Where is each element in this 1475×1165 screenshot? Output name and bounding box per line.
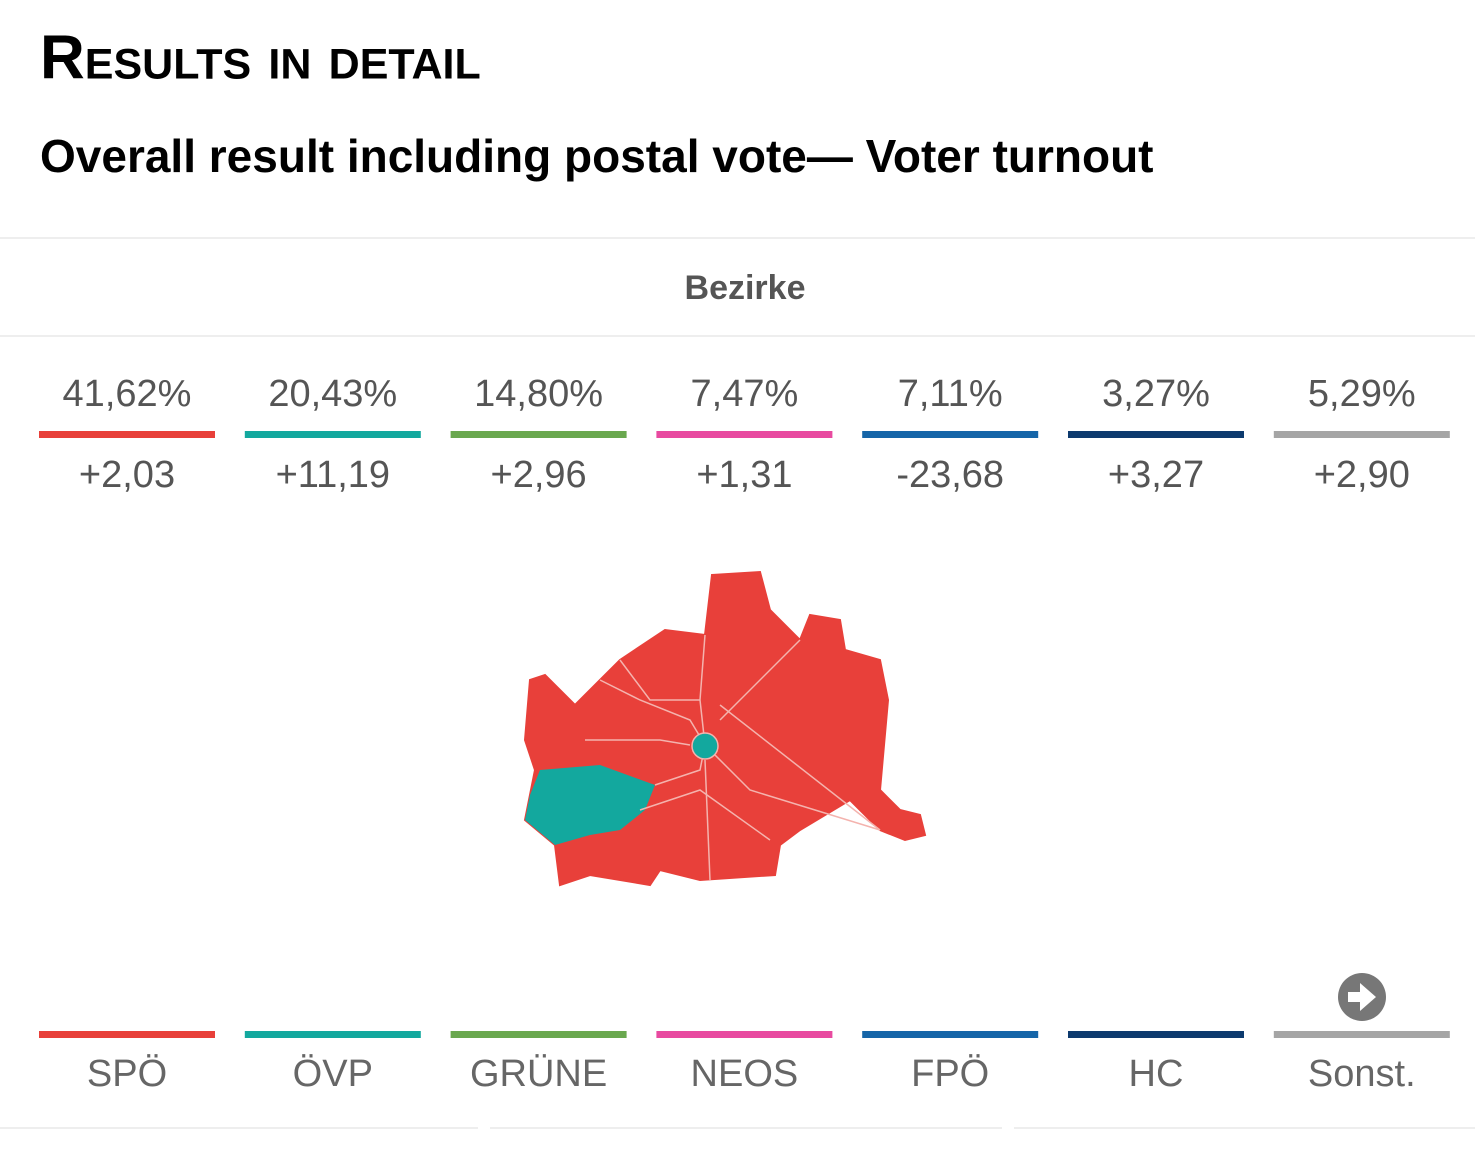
party-share: 7,11%	[898, 373, 1003, 415]
party-share: 7,47%	[691, 373, 799, 415]
party-share: 41,62%	[63, 373, 192, 415]
subtitle: Overall result including postal vote— Vo…	[40, 130, 1154, 182]
arrow-glyph	[1348, 983, 1376, 1011]
party-color-bar	[1273, 1031, 1450, 1038]
party-name: HC	[1129, 1053, 1184, 1095]
party-name: ÖVP	[293, 1053, 373, 1095]
party-share: 14,80%	[474, 373, 603, 415]
party-color-bar	[656, 431, 833, 438]
party-name: FPÖ	[911, 1053, 989, 1095]
party-share: 5,29%	[1308, 373, 1416, 415]
party-change: +2,90	[1314, 454, 1410, 496]
party-change: +1,31	[696, 454, 792, 496]
map-region	[525, 765, 655, 845]
party-share: 3,27%	[1102, 373, 1210, 415]
party-color-bar	[450, 1031, 627, 1038]
party-name: GRÜNE	[470, 1053, 607, 1095]
map-region	[523, 570, 927, 887]
party-color-bar	[244, 1031, 421, 1038]
map-region	[691, 732, 719, 760]
title: Results in detail	[40, 23, 481, 92]
party-color-bar	[450, 431, 627, 438]
party-change: +11,19	[276, 454, 390, 496]
party-color-bar	[1068, 431, 1244, 438]
party-change: +3,27	[1108, 454, 1204, 496]
party-name: SPÖ	[87, 1053, 167, 1095]
party-color-bar	[862, 431, 1039, 438]
party-color-bar	[39, 1031, 215, 1038]
party-color-bar	[244, 431, 421, 438]
tab-label[interactable]: Bezirke	[685, 269, 806, 307]
party-color-bar	[656, 1031, 833, 1038]
party-share: 20,43%	[268, 373, 397, 415]
party-name: NEOS	[691, 1053, 799, 1095]
party-color-bar	[1273, 431, 1450, 438]
party-color-bar	[862, 1031, 1039, 1038]
party-change: +2,03	[79, 454, 175, 496]
party-change: +2,96	[491, 454, 587, 496]
party-color-bar	[1068, 1031, 1244, 1038]
party-name: Sonst.	[1308, 1053, 1416, 1095]
party-color-bar	[39, 431, 215, 438]
party-change: -23,68	[896, 454, 1004, 496]
map	[523, 570, 927, 887]
